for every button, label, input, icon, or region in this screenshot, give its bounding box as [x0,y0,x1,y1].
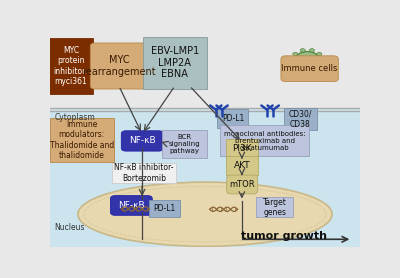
Text: MYC
protein
inhibitor:
myci361: MYC protein inhibitor: myci361 [54,46,88,86]
FancyBboxPatch shape [50,33,360,247]
FancyBboxPatch shape [218,109,248,128]
FancyBboxPatch shape [48,38,94,94]
Text: NF-κB: NF-κB [118,201,145,210]
FancyBboxPatch shape [143,37,206,89]
Circle shape [320,58,325,62]
Text: CD30/
CD38: CD30/ CD38 [288,109,312,129]
FancyBboxPatch shape [90,43,148,89]
Text: PI3K: PI3K [232,144,252,153]
Text: mTOR: mTOR [229,180,255,189]
Text: EBV-LMP1
LMP2A
EBNA: EBV-LMP1 LMP2A EBNA [151,46,199,80]
Text: PD-L1: PD-L1 [222,114,244,123]
Circle shape [310,68,314,72]
Circle shape [293,52,298,56]
FancyBboxPatch shape [226,139,258,158]
Text: PD-L1: PD-L1 [154,204,176,213]
Circle shape [300,68,305,72]
Text: BCR
signaling
pathway: BCR signaling pathway [168,134,200,154]
FancyBboxPatch shape [110,196,152,215]
Circle shape [293,64,298,68]
Text: Target
genes: Target genes [263,198,287,217]
FancyBboxPatch shape [50,118,114,162]
Text: Nucleus: Nucleus [55,223,85,232]
Text: tumor growth: tumor growth [241,231,327,241]
Circle shape [310,49,314,52]
Circle shape [290,58,295,62]
Text: Immune cells: Immune cells [282,64,338,73]
FancyBboxPatch shape [112,163,176,183]
FancyBboxPatch shape [226,156,258,175]
Text: Cytoplasm: Cytoplasm [55,113,96,122]
FancyBboxPatch shape [50,108,360,247]
Text: NF-κB: NF-κB [129,136,156,145]
Circle shape [317,64,322,68]
FancyBboxPatch shape [284,108,317,130]
FancyBboxPatch shape [149,200,180,217]
Text: AKT: AKT [234,161,250,170]
Circle shape [317,52,322,56]
FancyBboxPatch shape [121,131,163,151]
Text: Immune
modulators:
Thalidomide and
thalidomide: Immune modulators: Thalidomide and thali… [50,120,114,160]
Ellipse shape [78,182,332,246]
Text: MYC
rearrangement: MYC rearrangement [82,55,156,77]
FancyBboxPatch shape [256,197,293,217]
FancyBboxPatch shape [220,125,309,157]
FancyBboxPatch shape [281,56,338,81]
Text: monoclonal antibodies:
brentuximab and
daratumumab: monoclonal antibodies: brentuximab and d… [224,131,306,151]
FancyBboxPatch shape [227,175,258,194]
FancyBboxPatch shape [162,130,206,158]
Text: NF-κB inhibitor-
Bortezomib: NF-κB inhibitor- Bortezomib [114,163,174,183]
Circle shape [295,51,320,69]
Circle shape [300,49,305,52]
